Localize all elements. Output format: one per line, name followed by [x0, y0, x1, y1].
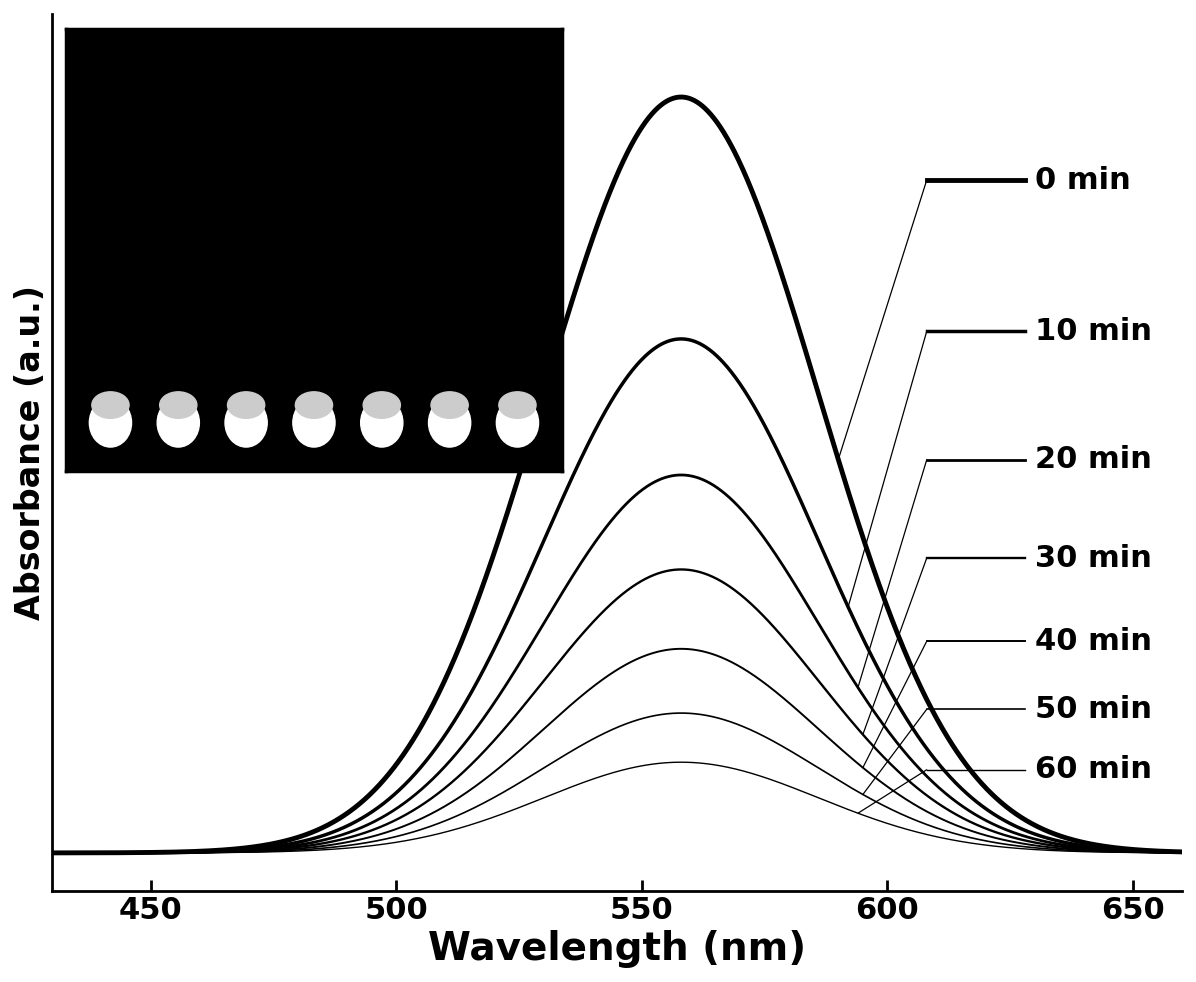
Ellipse shape [431, 392, 468, 418]
Ellipse shape [361, 399, 403, 447]
Text: 50 min: 50 min [1035, 695, 1152, 724]
Y-axis label: Absorbance (a.u.): Absorbance (a.u.) [14, 285, 47, 620]
Text: 10 min: 10 min [1035, 317, 1152, 346]
Text: 20 min: 20 min [1035, 446, 1152, 474]
Ellipse shape [92, 392, 129, 418]
Ellipse shape [499, 392, 536, 418]
X-axis label: Wavelength (nm): Wavelength (nm) [428, 930, 806, 968]
Ellipse shape [293, 399, 335, 447]
Text: 60 min: 60 min [1035, 755, 1152, 785]
Ellipse shape [364, 392, 401, 418]
Ellipse shape [157, 399, 200, 447]
Ellipse shape [295, 392, 332, 418]
Ellipse shape [428, 399, 471, 447]
Ellipse shape [227, 392, 264, 418]
Text: 0 min: 0 min [1035, 166, 1130, 194]
Ellipse shape [90, 399, 132, 447]
Ellipse shape [496, 399, 538, 447]
Ellipse shape [160, 392, 197, 418]
Ellipse shape [225, 399, 267, 447]
Text: 40 min: 40 min [1035, 627, 1152, 656]
Text: 30 min: 30 min [1035, 544, 1152, 573]
